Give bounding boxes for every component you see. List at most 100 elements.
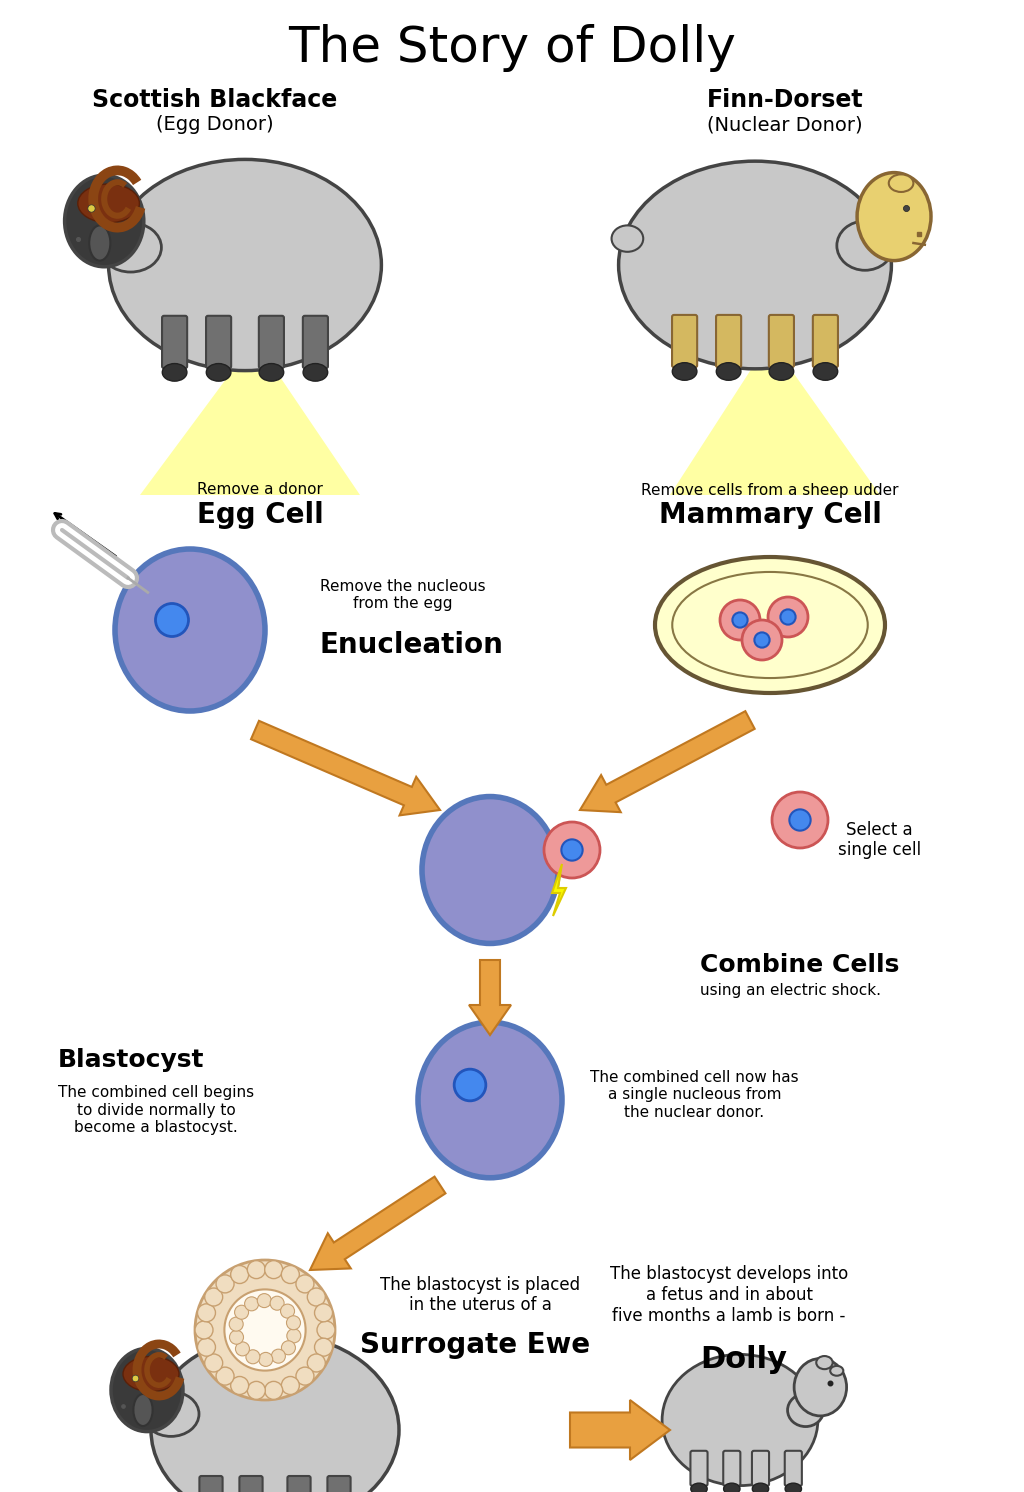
Ellipse shape (123, 1356, 179, 1392)
FancyBboxPatch shape (206, 316, 231, 369)
Ellipse shape (813, 363, 838, 380)
Ellipse shape (830, 1365, 844, 1376)
Text: The combined cell begins
to divide normally to
become a blastocyst.: The combined cell begins to divide norma… (58, 1085, 254, 1135)
Polygon shape (140, 340, 360, 495)
Ellipse shape (143, 1392, 199, 1437)
Ellipse shape (795, 1359, 847, 1416)
Circle shape (230, 1265, 249, 1283)
Ellipse shape (303, 364, 328, 380)
Circle shape (245, 1297, 259, 1311)
Circle shape (287, 1329, 301, 1343)
Ellipse shape (724, 1483, 740, 1492)
Circle shape (264, 1261, 283, 1279)
FancyArrow shape (469, 959, 511, 1035)
Circle shape (205, 1288, 222, 1306)
Text: (Nuclear Donor): (Nuclear Donor) (708, 115, 863, 134)
Circle shape (768, 597, 808, 637)
Ellipse shape (655, 557, 885, 692)
FancyBboxPatch shape (259, 316, 284, 369)
Circle shape (248, 1261, 265, 1279)
Circle shape (236, 1341, 250, 1356)
Ellipse shape (857, 173, 931, 261)
Ellipse shape (816, 1356, 833, 1370)
Circle shape (195, 1261, 335, 1399)
Circle shape (205, 1353, 222, 1373)
Circle shape (259, 1352, 272, 1367)
Circle shape (246, 1350, 260, 1364)
Ellipse shape (99, 222, 162, 272)
Text: Egg Cell: Egg Cell (197, 501, 324, 530)
Ellipse shape (691, 1483, 708, 1492)
FancyBboxPatch shape (672, 315, 697, 367)
FancyArrow shape (310, 1177, 445, 1270)
Text: Remove the nucleous
from the egg: Remove the nucleous from the egg (319, 579, 485, 612)
Circle shape (296, 1367, 314, 1385)
Text: Combine Cells: Combine Cells (700, 953, 899, 977)
Ellipse shape (837, 221, 893, 270)
FancyBboxPatch shape (690, 1450, 708, 1486)
Polygon shape (670, 340, 880, 495)
Ellipse shape (162, 364, 187, 380)
FancyBboxPatch shape (769, 315, 794, 367)
FancyBboxPatch shape (200, 1476, 222, 1492)
Ellipse shape (753, 1483, 769, 1492)
Circle shape (271, 1349, 286, 1364)
Text: Scottish Blackface: Scottish Blackface (92, 88, 338, 112)
Circle shape (455, 1070, 485, 1101)
Text: using an electric shock.: using an electric shock. (700, 983, 881, 998)
Circle shape (720, 600, 760, 640)
Circle shape (780, 609, 796, 625)
Ellipse shape (787, 1394, 823, 1426)
Circle shape (282, 1377, 299, 1395)
Ellipse shape (889, 175, 913, 192)
Ellipse shape (111, 1349, 183, 1432)
FancyBboxPatch shape (288, 1476, 310, 1492)
Ellipse shape (259, 364, 284, 380)
Circle shape (281, 1304, 295, 1317)
Ellipse shape (618, 161, 892, 369)
Circle shape (229, 1317, 243, 1331)
Circle shape (742, 621, 782, 659)
Circle shape (790, 809, 811, 831)
FancyBboxPatch shape (328, 1476, 350, 1492)
Text: The blastocyst develops into
a fetus and in about
five months a lamb is born -: The blastocyst develops into a fetus and… (610, 1265, 848, 1325)
Text: Surrogate Ewe: Surrogate Ewe (360, 1331, 590, 1359)
FancyBboxPatch shape (723, 1450, 740, 1486)
Circle shape (772, 792, 828, 847)
Text: (Egg Donor): (Egg Donor) (157, 115, 273, 134)
FancyArrow shape (251, 721, 440, 816)
FancyBboxPatch shape (716, 315, 741, 367)
Circle shape (317, 1320, 335, 1338)
Text: The blastocyst is placed
in the uterus of a: The blastocyst is placed in the uterus o… (380, 1276, 581, 1314)
Circle shape (224, 1289, 305, 1371)
Text: Remove cells from a sheep udder: Remove cells from a sheep udder (641, 482, 899, 497)
Text: Finn-Dorset: Finn-Dorset (707, 88, 863, 112)
Circle shape (307, 1353, 326, 1373)
Circle shape (314, 1304, 333, 1322)
FancyArrow shape (580, 712, 755, 812)
Ellipse shape (785, 1483, 802, 1492)
FancyBboxPatch shape (240, 1476, 262, 1492)
Ellipse shape (769, 363, 794, 380)
Text: Remove a donor: Remove a donor (197, 482, 323, 497)
Text: Enucleation: Enucleation (319, 631, 504, 659)
Ellipse shape (206, 364, 231, 380)
Ellipse shape (133, 1394, 153, 1426)
Circle shape (264, 1382, 283, 1399)
Text: Blastocyst: Blastocyst (58, 1047, 205, 1071)
Text: The combined cell now has
a single nucleous from
the nuclear donor.: The combined cell now has a single nucle… (590, 1070, 799, 1120)
Circle shape (248, 1382, 265, 1399)
FancyBboxPatch shape (303, 316, 328, 369)
FancyBboxPatch shape (784, 1450, 802, 1486)
Circle shape (296, 1274, 314, 1294)
Text: Mammary Cell: Mammary Cell (658, 501, 882, 530)
Circle shape (755, 633, 770, 648)
Circle shape (282, 1265, 299, 1283)
Circle shape (229, 1331, 244, 1344)
Ellipse shape (109, 160, 381, 370)
FancyBboxPatch shape (813, 315, 838, 367)
Circle shape (314, 1338, 333, 1356)
Circle shape (732, 612, 748, 628)
Circle shape (307, 1288, 326, 1306)
FancyBboxPatch shape (162, 316, 187, 369)
